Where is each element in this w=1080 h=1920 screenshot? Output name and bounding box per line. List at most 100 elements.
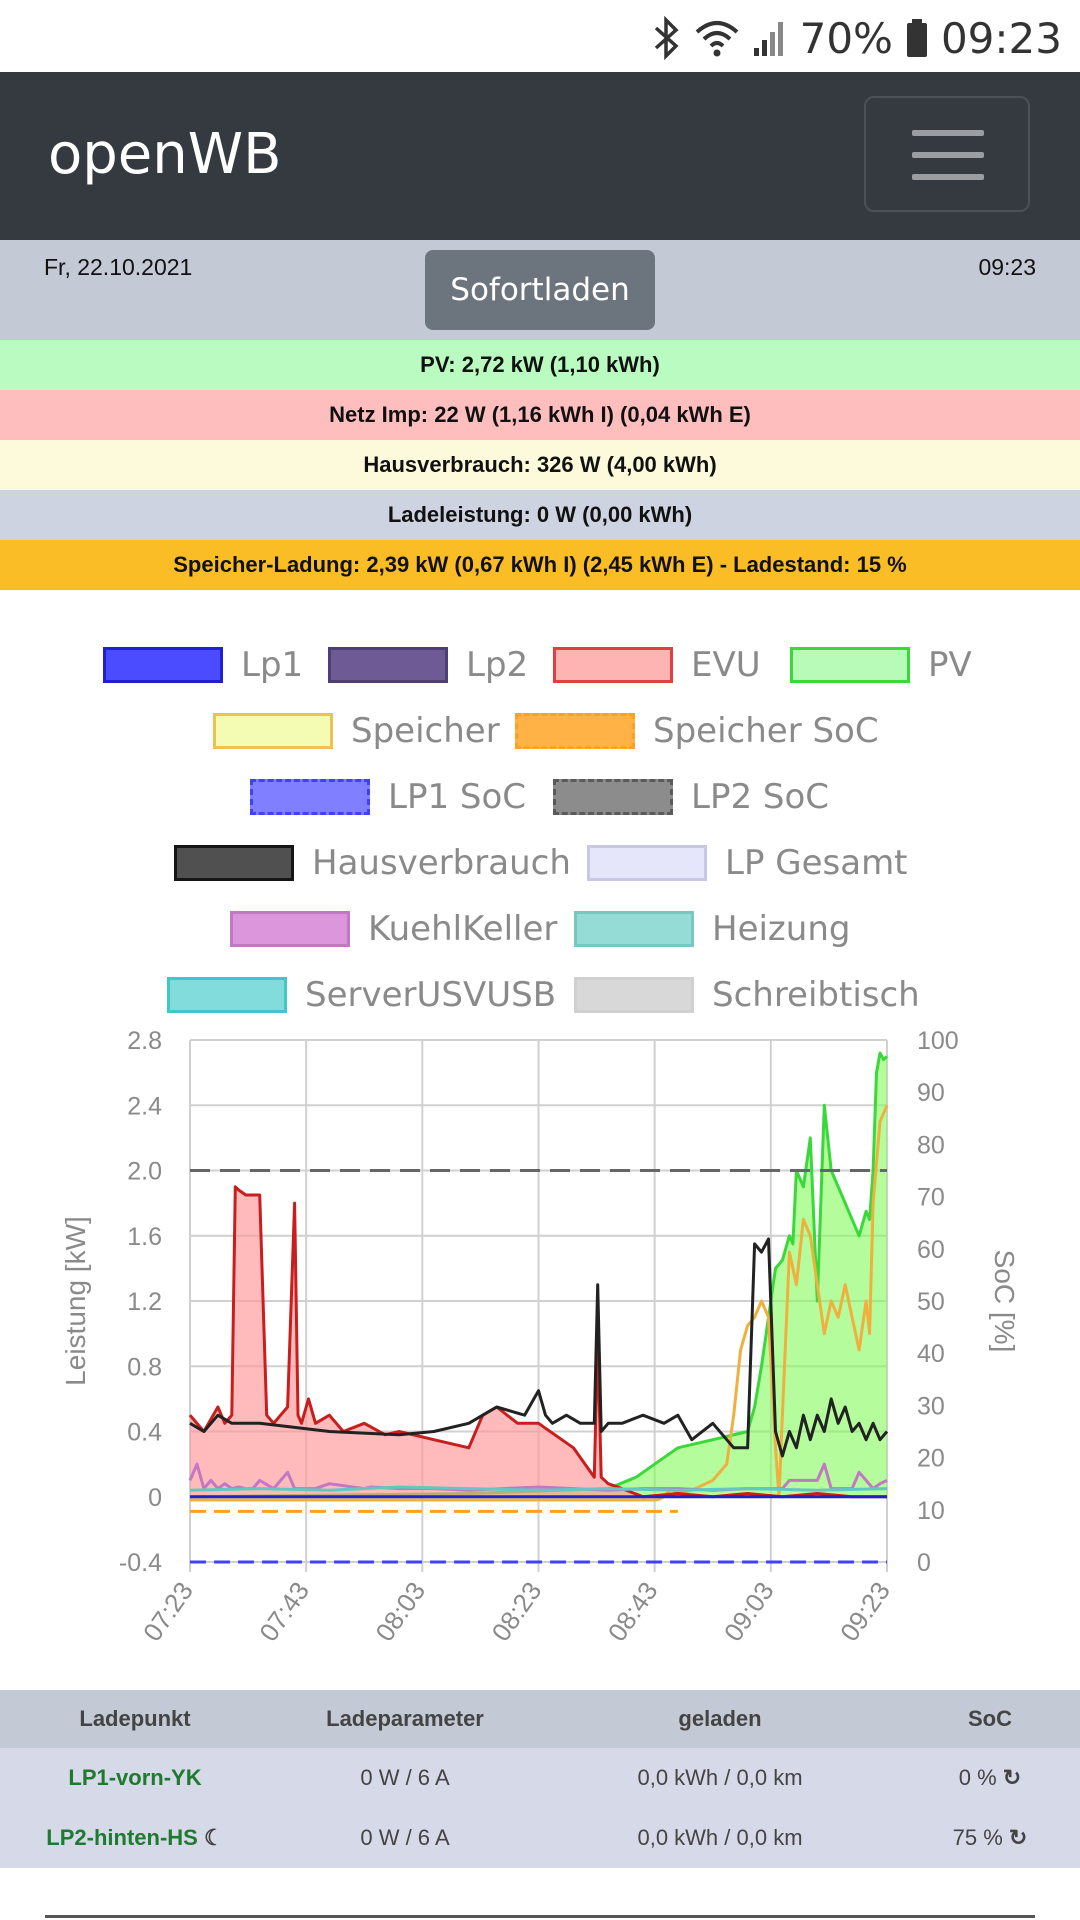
legend-swatch	[515, 713, 635, 749]
legend-label: PV	[928, 645, 972, 685]
power-chart: 2.8 2.4 2.0 1.6 1.2 0.8 0.4 0 -0.4 100 90 80 70 60 50 4…	[0, 1025, 1080, 1680]
legend-swatch	[790, 647, 910, 683]
y-tick-label: -0.4	[119, 1549, 162, 1577]
legend-swatch	[574, 977, 694, 1013]
cell-text: 0 W / 6 A	[360, 1825, 450, 1850]
summary-row: Ladeleistung: 0 W (0,00 kWh)	[0, 490, 1080, 540]
battery-percent: 70%	[799, 13, 893, 63]
cell-text: 75 %	[952, 1825, 1003, 1850]
y-tick-label: 0.8	[127, 1353, 162, 1381]
table-header: Ladepunkt Ladeparameter geladen SoC	[0, 1690, 1080, 1748]
table-header-cell: geladen	[678, 1706, 762, 1731]
x-tick-label: 08:43	[602, 1576, 664, 1647]
y2-tick-label: 10	[917, 1497, 945, 1525]
legend-item[interactable]: EVU	[553, 645, 761, 685]
y2-tick-label: 60	[917, 1236, 945, 1264]
legend-item[interactable]: LP Gesamt	[587, 843, 908, 883]
legend-label: Heizung	[712, 909, 851, 949]
series-line	[189, 1051, 889, 1499]
chart-svg: 2.82.42.01.61.20.80.40-0.410090807060504…	[60, 1027, 1020, 1647]
navbar: openWB	[0, 72, 1080, 240]
summary-row: Hausverbrauch: 326 W (4,00 kWh)	[0, 440, 1080, 490]
legend-swatch	[213, 713, 333, 749]
menu-button[interactable]	[864, 96, 1030, 212]
legend-item[interactable]: PV	[790, 645, 972, 685]
battery-icon	[905, 18, 929, 58]
refresh-icon[interactable]: ↻	[1002, 1825, 1028, 1850]
bluetooth-icon	[652, 16, 682, 60]
brand-title[interactable]: openWB	[48, 122, 282, 187]
legend-item[interactable]: Heizung	[574, 909, 850, 949]
table-row[interactable]: LP1-vorn-YK 0 W / 6 A 0,0 kWh / 0,0 km 0 % …	[0, 1748, 1080, 1808]
legend-item[interactable]: Lp1	[103, 645, 303, 685]
table-header-cell: SoC	[968, 1706, 1012, 1731]
table-row[interactable]: LP2-hinten-HS ☾ 0 W / 6 A 0,0 kWh / 0,0 km…	[0, 1808, 1080, 1868]
x-tick-label: 07:43	[253, 1576, 315, 1647]
y2-tick-label: 20	[917, 1445, 945, 1473]
legend-label: LP2 SoC	[691, 777, 830, 817]
time-label: 09:23	[978, 254, 1036, 280]
hamburger-icon	[912, 174, 984, 180]
table-header-cell: Ladeparameter	[326, 1706, 484, 1731]
x-tick-label: 08:03	[369, 1576, 431, 1647]
y2-tick-label: 100	[917, 1027, 959, 1055]
legend-item[interactable]: Speicher	[213, 711, 500, 751]
hamburger-icon	[912, 152, 984, 158]
chargepoint-name[interactable]: LP2-hinten-HS ☾	[0, 1825, 285, 1851]
legend-item[interactable]: Lp2	[328, 645, 528, 685]
moon-icon: ☾	[197, 1825, 224, 1850]
legend-item[interactable]: LP2 SoC	[553, 777, 829, 817]
soc-value: 75 % ↻	[840, 1825, 1080, 1851]
legend-item[interactable]: ServerUSVUSB	[167, 975, 556, 1015]
cell-text: 0,0 kWh / 0,0 km	[637, 1825, 803, 1850]
legend-item[interactable]: Hausverbrauch	[174, 843, 571, 883]
y-tick-label: 0	[148, 1484, 162, 1512]
summary-row: Speicher-Ladung: 2,39 kW (0,67 kWh I) (2…	[0, 540, 1080, 590]
legend-item[interactable]: Schreibtisch	[574, 975, 920, 1015]
chargepoint-name[interactable]: LP1-vorn-YK	[0, 1765, 285, 1791]
legend-label: EVU	[691, 645, 761, 685]
legend-label: Speicher	[351, 711, 500, 751]
table-cell: 0,0 kWh / 0,0 km	[570, 1825, 870, 1851]
cell-text: 0 %	[958, 1765, 997, 1790]
table-cell: 0,0 kWh / 0,0 km	[570, 1765, 870, 1791]
series-area	[190, 1053, 887, 1497]
cell-text: LP1-vorn-YK	[68, 1765, 202, 1790]
info-bar: Fr, 22.10.2021 Sofortladen 09:23	[0, 240, 1080, 340]
legend-swatch	[553, 779, 673, 815]
legend-swatch	[230, 911, 350, 947]
legend-label: ServerUSVUSB	[305, 975, 557, 1015]
table-cell: 0 W / 6 A	[255, 1825, 555, 1851]
legend-swatch	[574, 911, 694, 947]
legend-item[interactable]: LP1 SoC	[250, 777, 526, 817]
chart-legend: Lp1 Lp2 EVU PV Speicher Speicher SoC LP1 SoC LP…	[0, 625, 1080, 1025]
hamburger-icon	[912, 130, 984, 136]
soc-value: 0 % ↻	[840, 1765, 1080, 1791]
y2-tick-label: 30	[917, 1392, 945, 1420]
legend-swatch	[103, 647, 223, 683]
summary-row: Netz Imp: 22 W (1,16 kWh I) (0,04 kWh E)	[0, 390, 1080, 440]
legend-swatch	[250, 779, 370, 815]
refresh-icon[interactable]: ↻	[996, 1765, 1022, 1790]
x-tick-label: 07:23	[137, 1576, 199, 1647]
x-tick-label: 09:23	[834, 1576, 896, 1647]
legend-item[interactable]: KuehlKeller	[230, 909, 557, 949]
legend-label: Lp1	[241, 645, 304, 685]
y2-tick-label: 0	[917, 1549, 931, 1577]
legend-label: LP1 SoC	[388, 777, 527, 817]
y2-tick-label: 80	[917, 1131, 945, 1159]
cell-text: LP2-hinten-HS	[46, 1825, 198, 1850]
legend-label: Schreibtisch	[712, 975, 920, 1015]
y-tick-label: 2.8	[127, 1027, 162, 1055]
y2-tick-label: 40	[917, 1340, 945, 1368]
charge-mode-button[interactable]: Sofortladen	[425, 250, 655, 330]
y-tick-label: 1.6	[127, 1223, 162, 1251]
series-line	[190, 1104, 889, 1502]
legend-item[interactable]: Speicher SoC	[515, 711, 879, 751]
legend-label: Lp2	[466, 645, 529, 685]
legend-swatch	[174, 845, 294, 881]
signal-icon	[752, 18, 788, 58]
series-line	[189, 1485, 888, 1492]
divider	[45, 1915, 1035, 1918]
y-tick-label: 0.4	[127, 1419, 162, 1447]
